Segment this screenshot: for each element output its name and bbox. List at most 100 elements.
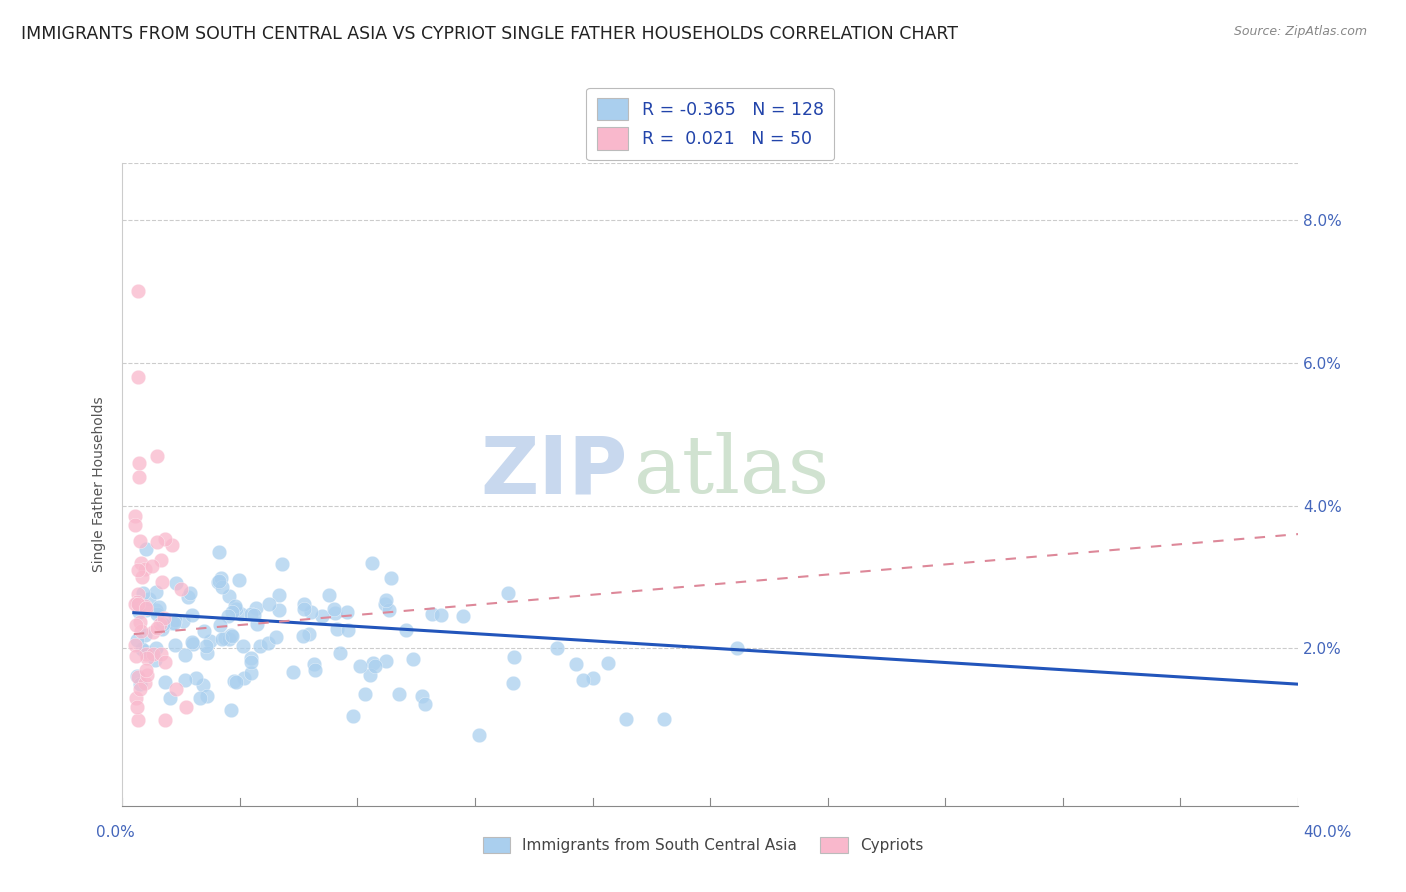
Point — [136, 650, 159, 665]
Point — [129, 556, 152, 570]
Point — [395, 624, 418, 638]
Point — [125, 632, 148, 647]
Point — [239, 607, 262, 621]
Point — [170, 582, 193, 596]
Point — [135, 600, 157, 615]
Point — [546, 641, 568, 656]
Point — [142, 625, 165, 640]
Point — [267, 588, 290, 602]
Point — [127, 587, 149, 601]
Point — [218, 589, 240, 603]
Legend: Immigrants from South Central Asia, Cypriots: Immigrants from South Central Asia, Cypr… — [477, 831, 929, 859]
Point — [184, 671, 207, 685]
Point — [364, 659, 387, 673]
Point — [596, 656, 619, 670]
Point — [148, 599, 170, 614]
Point — [502, 650, 524, 665]
Point — [207, 545, 229, 559]
Point — [401, 652, 423, 666]
Point — [498, 586, 520, 600]
Point — [197, 646, 219, 660]
Point — [413, 698, 436, 712]
Point — [565, 657, 588, 672]
Point — [468, 727, 491, 741]
Point — [380, 571, 402, 585]
Point — [243, 607, 266, 622]
Point — [311, 608, 333, 623]
Point — [298, 626, 321, 640]
Point — [124, 597, 146, 611]
Point — [131, 570, 153, 584]
Point — [221, 629, 243, 643]
Point — [214, 632, 236, 646]
Point — [246, 616, 269, 631]
Point — [240, 666, 263, 681]
Point — [420, 607, 443, 621]
Point — [270, 558, 292, 572]
Point — [221, 703, 243, 717]
Point — [207, 575, 229, 590]
Point — [652, 712, 675, 726]
Point — [150, 575, 173, 590]
Point — [361, 556, 384, 570]
Point — [134, 676, 156, 690]
Point — [222, 674, 245, 689]
Point — [125, 699, 148, 714]
Point — [195, 690, 218, 704]
Point — [129, 676, 152, 690]
Point — [163, 615, 186, 630]
Point — [125, 690, 148, 705]
Point — [125, 669, 148, 683]
Point — [374, 597, 396, 611]
Point — [134, 562, 156, 576]
Point — [124, 638, 146, 652]
Point — [359, 667, 381, 681]
Text: ZIP: ZIP — [481, 433, 628, 510]
Point — [125, 595, 148, 609]
Point — [135, 663, 157, 677]
Point — [249, 639, 271, 653]
Point — [219, 628, 242, 642]
Point — [128, 606, 150, 620]
Point — [264, 630, 287, 644]
Point — [135, 541, 157, 556]
Point — [124, 509, 146, 524]
Point — [267, 603, 290, 617]
Point — [217, 609, 239, 624]
Point — [127, 284, 149, 298]
Point — [181, 635, 204, 649]
Point — [240, 651, 263, 665]
Point — [211, 632, 233, 647]
Point — [146, 607, 169, 621]
Text: Source: ZipAtlas.com: Source: ZipAtlas.com — [1233, 25, 1367, 38]
Point — [281, 665, 304, 680]
Point — [183, 636, 205, 650]
Point — [134, 628, 156, 642]
Point — [411, 689, 433, 703]
Point — [153, 611, 176, 625]
Point — [127, 370, 149, 384]
Point — [194, 639, 217, 653]
Point — [361, 657, 384, 671]
Point — [181, 608, 204, 623]
Text: atlas: atlas — [634, 433, 830, 510]
Point — [124, 518, 146, 533]
Point — [135, 647, 157, 661]
Point — [132, 586, 155, 600]
Point — [129, 624, 152, 638]
Point — [374, 593, 396, 607]
Point — [211, 580, 233, 594]
Point — [245, 601, 267, 615]
Y-axis label: Single Father Households: Single Father Households — [93, 396, 107, 572]
Point — [581, 671, 603, 685]
Point — [125, 618, 148, 632]
Text: 0.0%: 0.0% — [96, 825, 135, 839]
Point — [176, 590, 198, 604]
Point — [145, 449, 167, 463]
Point — [374, 654, 396, 668]
Point — [128, 682, 150, 697]
Point — [165, 575, 187, 590]
Point — [292, 602, 315, 616]
Point — [342, 709, 364, 723]
Point — [159, 691, 181, 706]
